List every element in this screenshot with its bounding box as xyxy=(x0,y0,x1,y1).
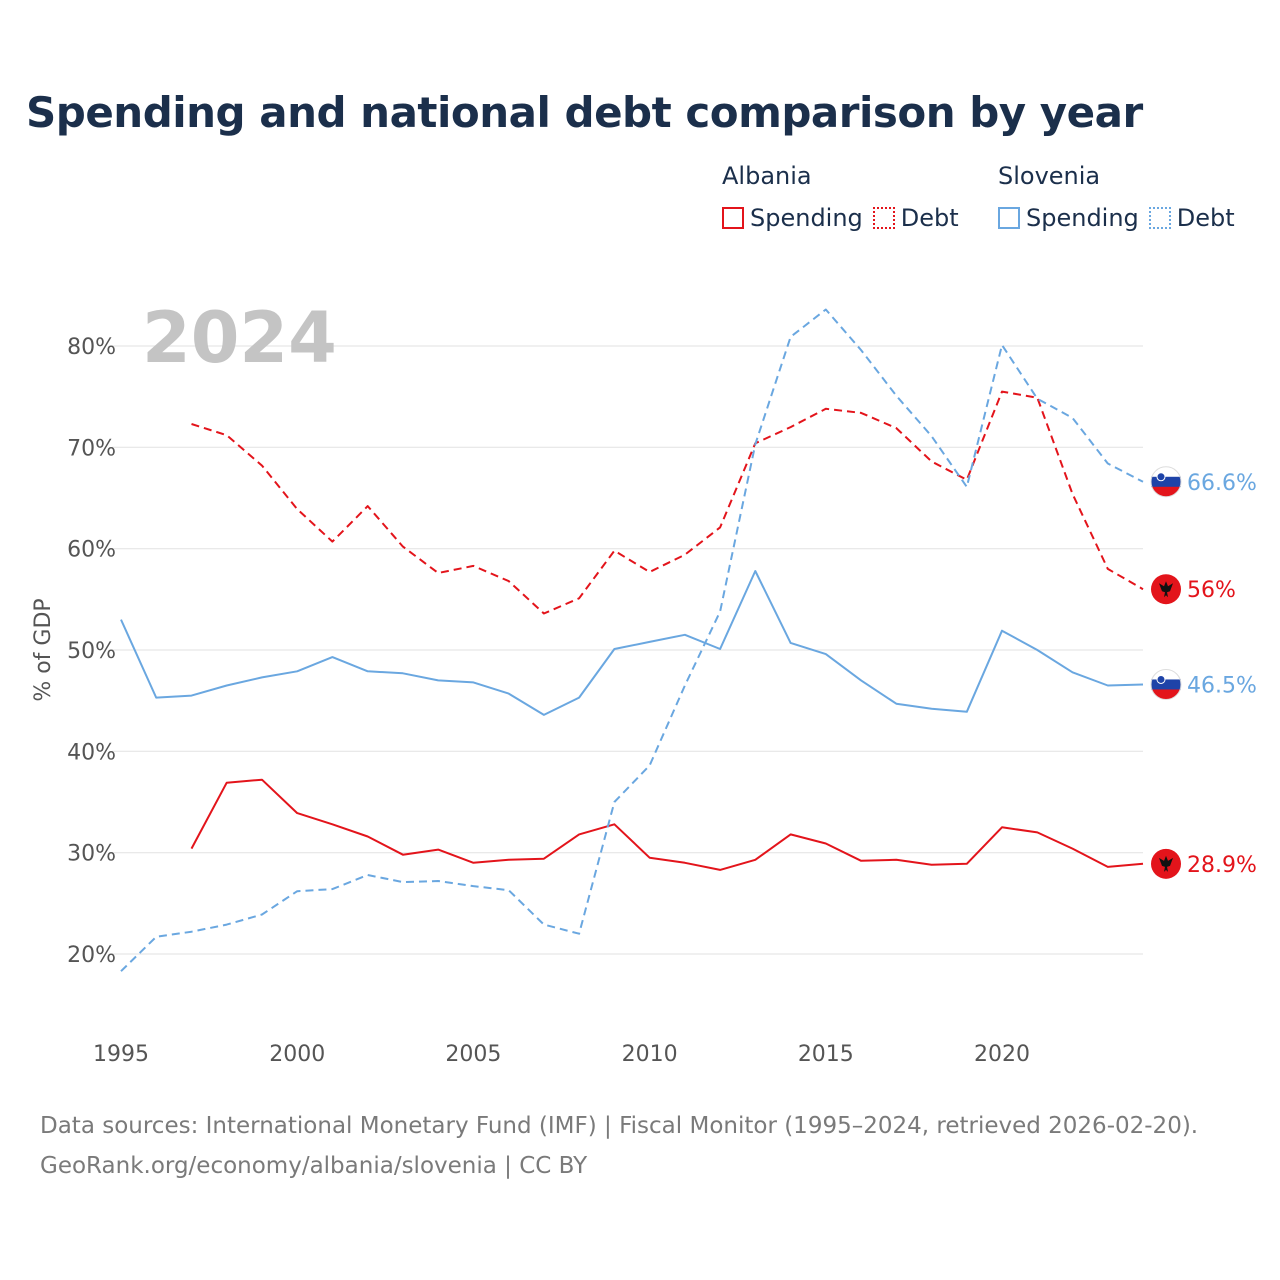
legend-label: Spending xyxy=(1026,204,1139,232)
legend-swatch-dotted xyxy=(872,207,895,229)
albania-flag-marker xyxy=(1151,848,1181,879)
legend-item-slovenia-spending[interactable]: Spending xyxy=(998,204,1139,232)
flag-outline xyxy=(1150,466,1182,498)
end-value-label: 56% xyxy=(1187,578,1236,603)
y-tick-label: 50% xyxy=(67,639,116,664)
series-line-slovenia-spending xyxy=(120,570,1144,716)
legend-country-albania: Albania xyxy=(722,162,812,190)
y-axis-label: % of GDP xyxy=(31,598,56,701)
end-value-label: 46.5% xyxy=(1187,673,1257,698)
end-value-label: 28.9% xyxy=(1187,853,1257,878)
legend-swatch-dotted xyxy=(1148,207,1171,229)
series-line-albania-spending xyxy=(190,778,1144,871)
legend-label: Spending xyxy=(750,204,863,232)
double-headed-eagle-icon xyxy=(1159,581,1173,598)
flag-coat-of-arms xyxy=(1156,674,1166,684)
x-tick-label: 2005 xyxy=(445,1042,501,1067)
slovenia-flag-marker xyxy=(1150,466,1182,498)
x-tick-label: 2000 xyxy=(269,1042,325,1067)
series-lines xyxy=(120,308,1144,972)
y-tick-label: 20% xyxy=(67,943,116,968)
slovenia-flag-marker xyxy=(1150,668,1182,700)
legend-label: Debt xyxy=(1176,204,1235,232)
series-line-slovenia-debt xyxy=(120,308,1144,972)
x-tick-label: 2010 xyxy=(622,1042,678,1067)
legend-country-slovenia: Slovenia xyxy=(998,162,1101,190)
x-tick-label: 1995 xyxy=(93,1042,149,1067)
series-end-markers: 28.9% 56% 46.5% 66.6% xyxy=(1150,466,1257,879)
footer: Data sources: International Monetary Fun… xyxy=(40,1106,1198,1186)
x-tick-label: 2015 xyxy=(798,1042,854,1067)
legend-item-albania-debt[interactable]: Debt xyxy=(872,204,959,232)
year-label: 2024 xyxy=(142,297,337,379)
y-tick-label: 30% xyxy=(67,842,116,867)
flag-blue-band xyxy=(1151,679,1181,690)
legend-swatch-solid xyxy=(998,207,1020,229)
double-headed-eagle-icon xyxy=(1159,855,1173,872)
series-line-albania-debt xyxy=(191,390,1144,615)
x-tick-label: 2020 xyxy=(974,1042,1030,1067)
legend-item-albania-spending[interactable]: Spending xyxy=(722,204,863,232)
flag-outline xyxy=(1150,668,1182,700)
y-tick-label: 80% xyxy=(67,335,116,360)
flag-coat-of-arms xyxy=(1156,472,1166,482)
legend-group-albania: Albania Spending Debt xyxy=(722,162,969,232)
legend-item-slovenia-debt[interactable]: Debt xyxy=(1148,204,1235,232)
legend-label: Debt xyxy=(900,204,959,232)
y-tick-label: 70% xyxy=(67,436,116,461)
y-axis-ticks: 20% 30% 40% 50% 60% 70% 80% xyxy=(67,335,116,968)
legend-group-slovenia: Slovenia Spending Debt xyxy=(998,162,1245,232)
x-axis-ticks: 1995 2000 2005 2010 2015 2020 xyxy=(93,1042,1030,1067)
y-tick-label: 40% xyxy=(67,740,116,765)
flag-blue-band xyxy=(1151,476,1181,487)
chart-title: Spending and national debt comparison by… xyxy=(26,88,1143,137)
end-value-label: 66.6% xyxy=(1187,471,1257,496)
albania-flag-marker xyxy=(1151,574,1181,605)
legend-swatch-solid xyxy=(722,207,744,229)
data-source-note: Data sources: International Monetary Fun… xyxy=(40,1113,1199,1139)
y-tick-label: 60% xyxy=(67,538,116,563)
source-link[interactable]: GeoRank.org/economy/albania/slovenia | C… xyxy=(40,1153,588,1179)
gridlines xyxy=(112,345,1143,955)
